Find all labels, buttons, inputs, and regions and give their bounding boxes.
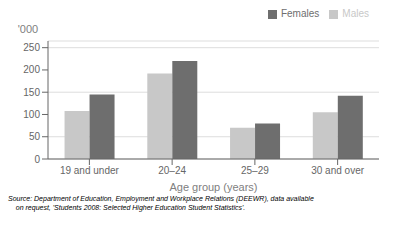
svg-text:150: 150 [23, 87, 40, 98]
svg-text:20–24: 20–24 [158, 165, 186, 176]
svg-text:0: 0 [34, 154, 40, 165]
svg-text:'000: '000 [18, 23, 38, 35]
html-text:Males: Males [342, 8, 369, 19]
svg-text:25–29: 25–29 [241, 165, 269, 176]
svg-text:200: 200 [23, 64, 40, 75]
svg-text:250: 250 [23, 42, 40, 53]
svg-text:Age group (years): Age group (years) [169, 181, 257, 193]
svg-text:19 and under: 19 and under [60, 165, 120, 176]
html-text:Females: Females [281, 8, 320, 19]
svg-text:100: 100 [23, 109, 40, 120]
html-text:Source: Department of Educatio: Source: Department of Education, Employm… [8, 195, 314, 211]
svg-text:30 and over: 30 and over [311, 165, 364, 176]
svg-text:50: 50 [29, 131, 41, 142]
